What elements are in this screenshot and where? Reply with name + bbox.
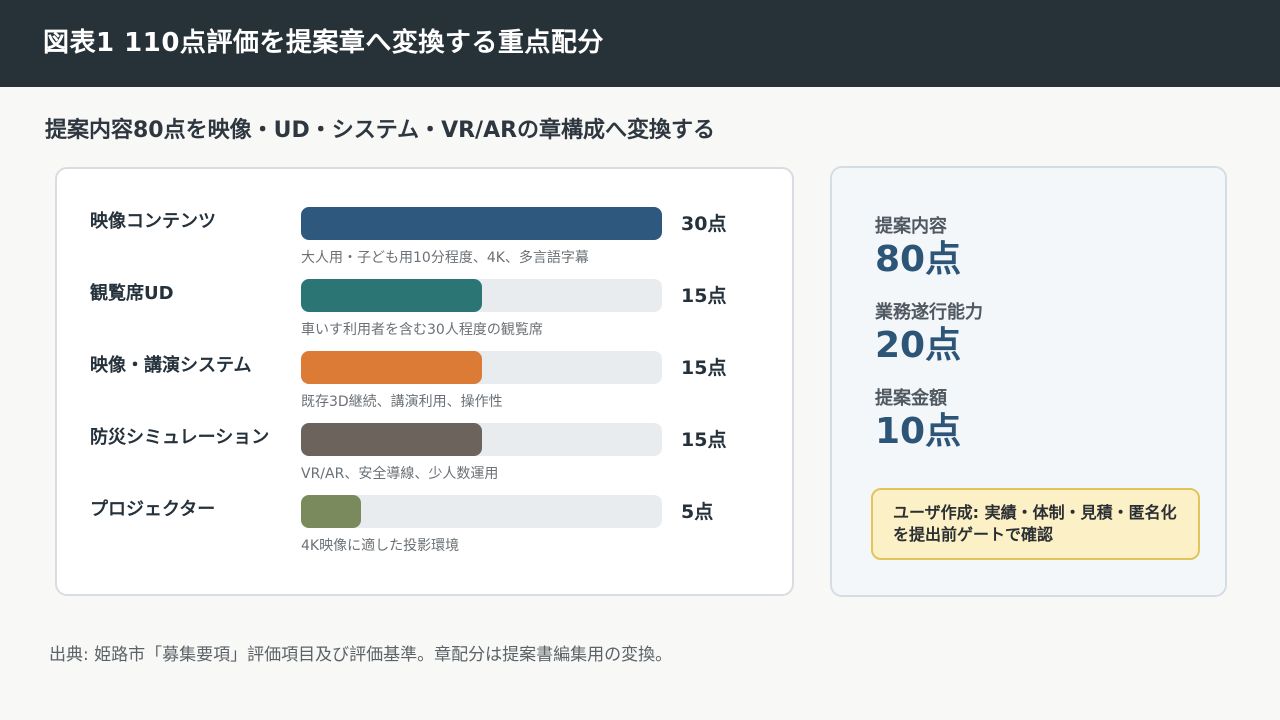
stat-label: 提案金額 [875, 388, 947, 409]
header-bar: 図表1 110点評価を提案章へ変換する重点配分 [0, 0, 1280, 87]
bar-row: 映像コンテンツ 30点大人用・子ども用10分程度、4K、多言語字幕 [57, 207, 792, 279]
stat-capability: 業務遂行能力 20点 [875, 298, 983, 368]
chart-card: 映像コンテンツ 30点大人用・子ども用10分程度、4K、多言語字幕観覧席UD 15点… [55, 167, 794, 596]
summary-card: 提案内容 80点 業務遂行能力 20点 提案金額 10点 ユーザ作成: 実績・体… [830, 166, 1227, 597]
bar [301, 279, 482, 312]
stat-value: 80点 [875, 239, 962, 280]
bar-value-label: 15点 [681, 285, 727, 307]
bar-row: 映像・講演システム 15点既存3D継続、講演利用、操作性 [57, 351, 792, 423]
bar [301, 423, 482, 456]
bar-track [301, 351, 662, 384]
chart-subtitle: 提案内容80点を映像・UD・システム・VR/ARの章構成へ変換する [45, 118, 716, 143]
bar-note: 4K映像に適した投影環境 [301, 538, 460, 554]
bar-track [301, 279, 662, 312]
bar-label: 防災シミュレーション [90, 427, 270, 448]
user-note: ユーザ作成: 実績・体制・見積・匿名化を提出前ゲートで確認 [871, 488, 1200, 560]
bar-label: プロジェクター [90, 499, 216, 520]
stat-value: 20点 [875, 325, 962, 366]
stat-label: 業務遂行能力 [875, 302, 983, 323]
bar-label: 映像コンテンツ [90, 211, 216, 232]
bar [301, 207, 662, 240]
bar-track [301, 423, 662, 456]
bar-note: 大人用・子ども用10分程度、4K、多言語字幕 [301, 250, 589, 266]
bar [301, 495, 361, 528]
bar-value-label: 5点 [681, 501, 714, 523]
page-title: 図表1 110点評価を提案章へ変換する重点配分 [43, 28, 604, 58]
bar-track [301, 495, 662, 528]
bar-note: VR/AR、安全導線、少人数運用 [301, 466, 499, 482]
bar-row: 防災シミュレーション 15点 VR/AR、安全導線、少人数運用 [57, 423, 792, 495]
bar-value-label: 30点 [681, 213, 727, 235]
bar [301, 351, 482, 384]
stat-price: 提案金額 10点 [875, 384, 961, 454]
bar-row: 観覧席UD 15点車いす利用者を含む30人程度の観覧席 [57, 279, 792, 351]
bar-value-label: 15点 [681, 429, 727, 451]
stat-proposal: 提案内容 80点 [875, 212, 961, 282]
bar-note: 車いす利用者を含む30人程度の観覧席 [301, 322, 543, 338]
bar-label: 観覧席UD [90, 283, 174, 304]
bar-label: 映像・講演システム [90, 355, 252, 376]
stat-value: 10点 [875, 411, 962, 452]
bar-value-label: 15点 [681, 357, 727, 379]
bar-note: 既存3D継続、講演利用、操作性 [301, 394, 503, 410]
stat-label: 提案内容 [875, 216, 947, 237]
bar-track [301, 207, 662, 240]
source-note: 出典: 姫路市「募集要項」評価項目及び評価基準。章配分は提案書編集用の変換。 [49, 645, 673, 665]
bar-row: プロジェクター 5点 4K映像に適した投影環境 [57, 495, 792, 567]
